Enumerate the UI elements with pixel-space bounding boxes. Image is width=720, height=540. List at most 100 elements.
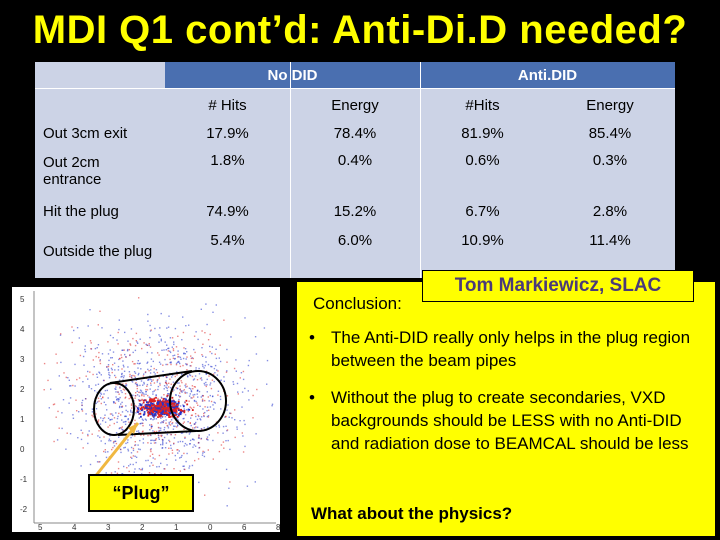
- scatter-point: [98, 371, 100, 373]
- scatter-point: [171, 404, 174, 406]
- scatter-point: [137, 384, 139, 387]
- scatter-point: [244, 317, 246, 319]
- scatter-point: [155, 410, 158, 413]
- scatter-point: [121, 391, 123, 394]
- scatter-point: [188, 374, 191, 376]
- scatter-point: [53, 403, 56, 405]
- scatter-point: [198, 442, 200, 444]
- scatter-point: [180, 432, 183, 434]
- scatter-point: [116, 398, 118, 400]
- scatter-point: [189, 431, 191, 434]
- scatter-point: [96, 373, 98, 375]
- scatter-point: [134, 349, 137, 352]
- scatter-point: [110, 367, 113, 370]
- scatter-point: [164, 400, 167, 402]
- scatter-point: [105, 404, 107, 406]
- scatter-point: [159, 327, 161, 329]
- scatter-point: [189, 374, 192, 377]
- scatter-point: [183, 428, 185, 431]
- scatter-point: [155, 405, 158, 407]
- scatter-point: [85, 420, 87, 422]
- y-axis-ticks: 5 4 3 2 1 0 -1 -2: [20, 295, 28, 514]
- scatter-point: [237, 391, 239, 393]
- scatter-point: [112, 351, 115, 353]
- scatter-point: [266, 383, 268, 385]
- scatter-point: [121, 419, 123, 421]
- scatter-point: [169, 358, 171, 361]
- scatter-point: [103, 401, 105, 403]
- scatter-point: [177, 353, 179, 356]
- scatter-point: [194, 445, 197, 447]
- scatter-point: [225, 440, 227, 442]
- scatter-point: [161, 415, 163, 417]
- scatter-point: [145, 390, 147, 393]
- scatter-point: [110, 472, 113, 474]
- scatter-point: [169, 416, 172, 418]
- scatter-point: [167, 403, 170, 405]
- scatter-point: [133, 375, 136, 377]
- scatter-point: [166, 409, 169, 412]
- scatter-point: [205, 373, 207, 375]
- scatter-point: [135, 406, 138, 408]
- scatter-point: [169, 351, 172, 354]
- scatter-point: [132, 447, 135, 450]
- scatter-point: [214, 353, 216, 355]
- scatter-point: [183, 417, 185, 420]
- scatter-point: [180, 412, 183, 414]
- conclusion-panel: Conclusion: • The Anti-DID really only h…: [297, 282, 715, 536]
- scatter-point: [115, 396, 117, 398]
- scatter-point: [226, 409, 228, 411]
- scatter-point: [203, 455, 206, 458]
- scatter-point: [135, 379, 138, 381]
- scatter-point: [160, 404, 162, 407]
- scatter-point: [186, 385, 188, 388]
- plot-svg: 5 4 3 2 1 0 -1 -2 5 4 3 2 1 0 6 8: [20, 291, 281, 532]
- scatter-point: [217, 394, 219, 396]
- scatter-point: [242, 451, 245, 453]
- scatter-point: [161, 434, 163, 437]
- scatter-point: [182, 316, 184, 318]
- scatter-point: [122, 360, 124, 362]
- scatter-point: [87, 435, 89, 437]
- scatter-point: [114, 374, 116, 377]
- scatter-point: [113, 362, 116, 364]
- scatter-point: [149, 424, 151, 426]
- scatter-point: [173, 343, 175, 346]
- scatter-point: [193, 423, 195, 425]
- scatter-point: [134, 455, 136, 457]
- scatter-point: [127, 450, 130, 452]
- scatter-point: [174, 401, 177, 404]
- scatter-point: [118, 379, 121, 381]
- scatter-point: [128, 349, 130, 351]
- scatter-point: [109, 349, 111, 351]
- scatter-point: [107, 364, 110, 366]
- scatter-point: [152, 360, 154, 363]
- scatter-point: [154, 389, 157, 391]
- scatter-point: [190, 397, 192, 399]
- scatter-point: [78, 377, 81, 379]
- scatter-point: [170, 362, 172, 364]
- scatter-point: [143, 411, 146, 413]
- scatter-point: [94, 347, 97, 350]
- scatter-point: [136, 394, 139, 396]
- scatter-point: [201, 354, 203, 356]
- table-cell: 6.7%: [465, 202, 500, 220]
- scatter-point: [84, 348, 86, 351]
- scatter-point: [87, 442, 89, 445]
- scatter-point: [103, 436, 105, 438]
- scatter-point: [156, 466, 158, 468]
- scatter-point: [218, 424, 220, 426]
- scatter-point: [135, 340, 137, 342]
- scatter-point: [139, 410, 141, 412]
- scatter-point: [116, 417, 119, 420]
- scatter-point: [137, 430, 140, 432]
- scatter-point: [157, 436, 160, 439]
- scatter-point: [179, 395, 182, 398]
- scatter-point: [148, 408, 151, 411]
- scatter-point: [246, 485, 249, 487]
- scatter-point: [129, 414, 131, 416]
- scatter-point: [192, 438, 194, 440]
- scatter-point: [122, 383, 124, 385]
- scatter-point: [176, 449, 178, 451]
- scatter-point: [76, 410, 78, 412]
